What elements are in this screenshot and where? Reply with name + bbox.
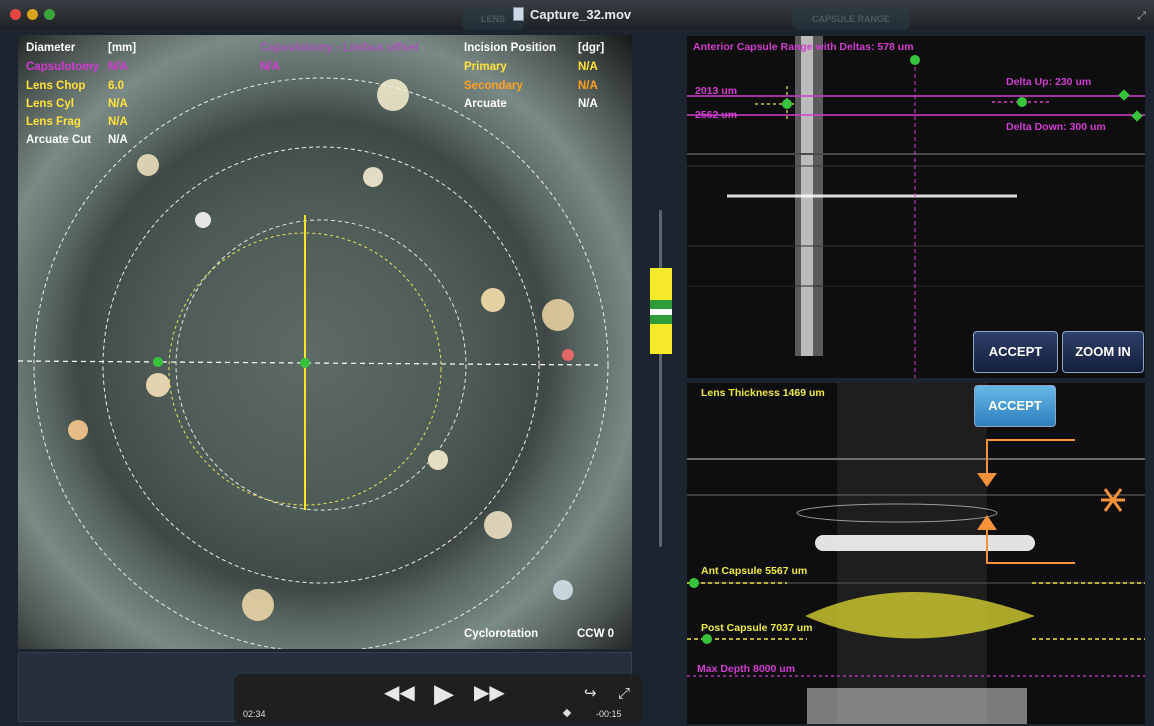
fullscreen-expand-icon[interactable]: ⤢ — [618, 685, 631, 702]
lens-cyl-label: Lens Cyl — [26, 98, 74, 110]
inner-ring — [175, 219, 467, 511]
reflection — [377, 79, 409, 111]
fast-forward-icon[interactable]: ▶▶ — [474, 682, 505, 704]
middle-ring — [102, 146, 540, 584]
edge-marker — [153, 357, 163, 367]
lens-scan: Lens Thickness 1469 um ACCEPT Ant Capsul… — [687, 383, 1145, 724]
capsule-scan-graphics — [687, 36, 1145, 378]
lower-depth-label: 2562 um — [695, 109, 738, 121]
minimize-window-button[interactable] — [27, 9, 38, 20]
reflection — [68, 420, 88, 440]
incision-unit: [dgr] — [578, 42, 605, 54]
capsule-range-scan: Anterior Capsule Range with Deltas: 578 … — [687, 36, 1145, 378]
zoom-in-button[interactable]: ZOOM IN — [1062, 331, 1144, 373]
arcuate-cut-label: Arcuate Cut — [26, 134, 92, 146]
title-bar: LENS CAPSULE RANGE Capture_32.mov ⤢ — [0, 0, 1154, 30]
lens-thickness-label: Lens Thickness 1469 um — [701, 387, 825, 399]
accept-capsule-button[interactable]: ACCEPT — [973, 331, 1058, 373]
left-handle — [782, 99, 792, 109]
ant-capsule-handle — [689, 578, 699, 588]
arcuate-label: Arcuate — [464, 98, 507, 110]
reflection — [553, 580, 573, 600]
reflection — [363, 167, 383, 187]
arcuate-cut-value: N/A — [108, 134, 128, 146]
incision-position-label: Incision Position — [464, 42, 557, 54]
remaining-time: -00:15 — [596, 709, 622, 719]
post-capsule-handle — [702, 634, 712, 644]
arcuate-value: N/A — [578, 98, 598, 110]
capsulotomy-value: N/A — [108, 61, 128, 73]
lens-ellipse — [805, 592, 1035, 639]
max-depth-label: Max Depth 8000 um — [697, 663, 796, 675]
delta-handle — [1017, 97, 1027, 107]
secondary-label: Secondary — [464, 80, 523, 92]
primary-label: Primary — [464, 61, 507, 73]
diameter-unit: [mm] — [108, 42, 137, 54]
capsulotomy-ring — [168, 232, 442, 506]
reflection — [242, 589, 274, 621]
ghost-tab-capsule-range: CAPSULE RANGE — [792, 8, 910, 30]
window-title: Capture_32.mov — [530, 7, 632, 22]
cyclorotation-value: CCW 0 — [577, 628, 615, 640]
video-player-controls: ◀◀ ▶ ▶▶ ↪ ⤢ 02:34 -00:15 — [234, 674, 642, 724]
reflection — [481, 288, 505, 312]
asterisk-marker — [1101, 488, 1125, 512]
document-icon — [513, 7, 524, 21]
close-window-button[interactable] — [10, 9, 21, 20]
secondary-value: N/A — [578, 80, 598, 92]
ghost-tab-lens: LENS — [462, 8, 524, 30]
limbus-offset-value: N/A — [260, 61, 280, 73]
reflection — [195, 212, 211, 228]
eye-overlay-graphics — [18, 77, 609, 649]
depth-slider-track[interactable] — [659, 210, 662, 547]
ant-capsule-label: Ant Capsule 5567 um — [701, 565, 808, 577]
lens-chop-label: Lens Chop — [26, 80, 86, 92]
delta-down-handle — [1131, 110, 1143, 122]
reflection — [137, 154, 159, 176]
lens-cyl-value: N/A — [108, 98, 128, 110]
lens-scan-graphics — [687, 383, 1145, 724]
lens-frag-value: N/A — [108, 116, 128, 128]
delta-down-label: Delta Down: 300 um — [1006, 121, 1106, 133]
delta-up-label: Delta Up: 230 um — [1006, 76, 1092, 88]
lens-frag-label: Lens Frag — [26, 116, 81, 128]
capsulotomy-label: Capsulotomy — [26, 61, 99, 73]
fullscreen-icon[interactable]: ⤢ — [1137, 10, 1146, 22]
play-icon[interactable]: ▶ — [434, 678, 454, 708]
reflection — [562, 349, 574, 361]
capsule-range-title: Anterior Capsule Range with Deltas: 578 … — [693, 41, 914, 53]
rewind-icon[interactable]: ◀◀ — [384, 682, 415, 704]
limbus-offset-label: Capsulotomy - Limbus offset — [260, 42, 419, 54]
elapsed-time: 02:34 — [243, 709, 266, 719]
outer-ring — [33, 77, 609, 649]
diameter-label: Diameter — [26, 42, 76, 54]
reflection — [146, 373, 170, 397]
center-marker — [300, 358, 310, 368]
delta-up-handle — [1118, 89, 1130, 101]
accept-lens-button[interactable]: ACCEPT — [974, 385, 1056, 427]
post-capsule-label: Post Capsule 7037 um — [701, 622, 813, 634]
reflection — [484, 511, 512, 539]
primary-value: N/A — [578, 61, 598, 73]
zoom-window-button[interactable] — [44, 9, 55, 20]
reflection — [542, 299, 574, 331]
upper-depth-label: 2013 um — [695, 85, 738, 97]
scrubber-handle[interactable] — [562, 708, 572, 718]
top-arrow — [985, 439, 1075, 481]
cyclorotation-label: Cyclorotation — [464, 628, 539, 640]
lens-chop-value: 6.0 — [108, 80, 124, 92]
microscope-view: Diameter [mm] Capsulotomy N/A Lens Chop … — [18, 35, 632, 649]
share-icon[interactable]: ↪ — [584, 685, 597, 702]
top-handle — [910, 55, 920, 65]
depth-position-line — [650, 309, 672, 315]
reflection — [428, 450, 448, 470]
